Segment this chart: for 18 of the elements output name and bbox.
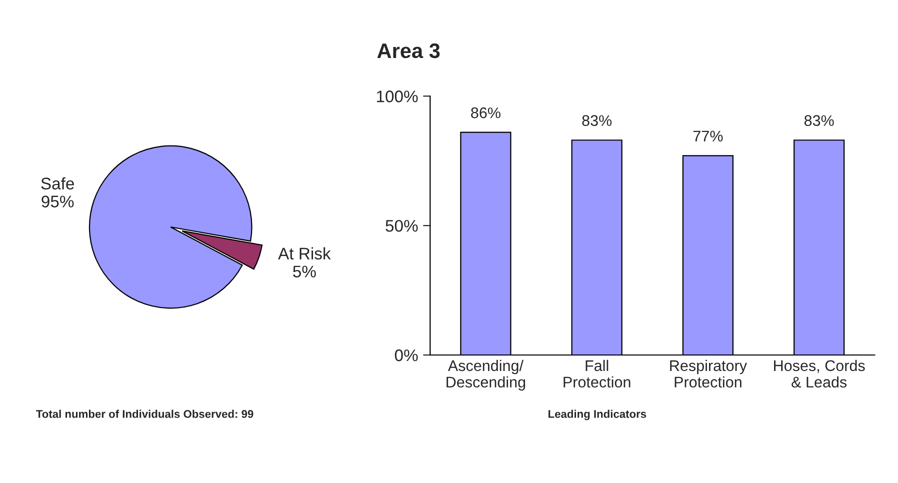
text: Total number of Individuals Observed: 99	[36, 410, 254, 418]
slice-label: At Risk	[278, 247, 331, 260]
data-label: 95%	[42, 196, 74, 208]
y-tick-label: 50%	[386, 220, 418, 232]
x-tick-label: Ascending/ Descending	[446, 360, 526, 391]
y-tick-label: 100%	[376, 90, 418, 102]
data-label: 83%	[804, 115, 834, 126]
data-label: 77%	[693, 130, 723, 142]
chart-title: Area 3	[377, 43, 440, 58]
x-tick-label: Respiratory Protection	[670, 360, 747, 388]
data-label: 86%	[471, 107, 500, 118]
slice-label: Safe	[41, 177, 74, 190]
y-tick-label: 0%	[394, 349, 418, 362]
x-axis-title: Leading Indicators	[548, 410, 646, 420]
x-tick-label: Hoses, Cords & Leads	[774, 360, 865, 388]
data-label: 83%	[582, 115, 612, 126]
x-tick-label: Fall Protection	[564, 360, 630, 388]
data-label: 5%	[293, 266, 316, 278]
